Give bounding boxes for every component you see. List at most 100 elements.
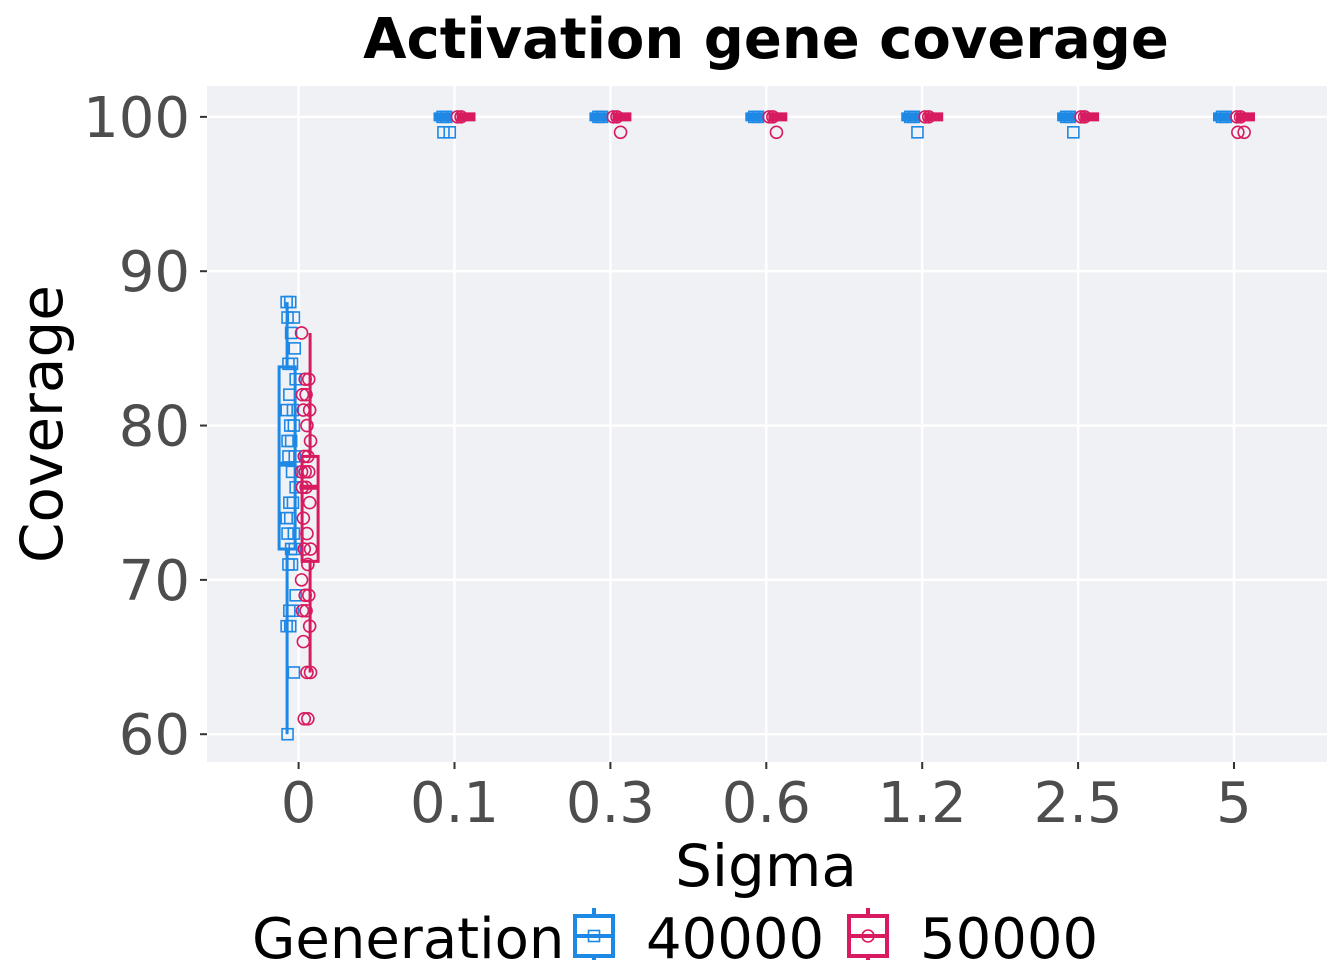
data-point (289, 589, 302, 602)
data-point (301, 588, 316, 603)
grid-lines (207, 86, 1327, 762)
data-point (301, 711, 315, 726)
data-point (286, 403, 300, 417)
data-point (921, 110, 936, 124)
data-point (613, 125, 628, 140)
data-point (454, 110, 468, 124)
boxplot-50000-2.5 (1074, 110, 1100, 124)
data-point (298, 588, 312, 603)
boxplot-50000-5 (1230, 110, 1255, 140)
boxplot-40000-0 (277, 295, 302, 741)
y-tick-label: 90 (119, 240, 190, 305)
x-tick-label: 0 (281, 771, 317, 836)
legend-key-50000 (847, 908, 889, 960)
data-point (303, 665, 318, 680)
data-point (298, 465, 312, 479)
data-point (296, 403, 311, 417)
boxplot-50000-1.2 (918, 110, 944, 124)
legend-title: Generation (252, 907, 564, 960)
data-point (911, 126, 924, 139)
data-point (1237, 125, 1251, 140)
y-tick-label: 80 (119, 395, 190, 460)
data-point (282, 450, 295, 463)
data-point (766, 110, 780, 124)
data-point (287, 666, 301, 679)
boxplot-40000-0.6 (745, 110, 765, 124)
y-tick-label: 100 (83, 86, 190, 151)
data-point (296, 634, 311, 649)
data-point (302, 403, 317, 417)
y-axis: 60 70 80 90 100 (83, 86, 207, 768)
data-point (285, 465, 299, 479)
y-tick-label: 60 (119, 703, 190, 768)
data-point (300, 418, 314, 433)
data-point (1074, 110, 1088, 124)
data-point (285, 357, 299, 371)
data-point (299, 480, 313, 495)
y-tick-label: 70 (119, 549, 190, 614)
data-point (1067, 126, 1080, 139)
data-point (1233, 110, 1248, 124)
data-point (450, 110, 465, 124)
data-point (294, 573, 309, 587)
data-point (281, 727, 294, 741)
data-point (281, 527, 294, 540)
boxplot-50000-0.6 (762, 110, 788, 140)
data-point (284, 434, 298, 448)
chart-title: Activation gene coverage (363, 7, 1169, 72)
data-point (286, 604, 300, 618)
data-point (288, 542, 302, 556)
data-point (303, 542, 318, 556)
data-point (297, 542, 312, 556)
data-point (301, 372, 316, 387)
data-point (283, 511, 297, 525)
boxplots (277, 110, 1255, 741)
data-point (284, 326, 298, 340)
data-point (303, 434, 318, 448)
x-tick-label: 0.3 (566, 771, 655, 836)
data-point (294, 465, 309, 479)
x-tick-label: 5 (1216, 771, 1252, 836)
data-point (289, 372, 302, 386)
legend-label-40000: 40000 (646, 907, 824, 960)
x-tick-label: 1.2 (878, 771, 967, 836)
data-point (299, 387, 313, 402)
boxplot-50000-0 (294, 326, 320, 726)
data-point (288, 342, 302, 355)
data-point (297, 449, 312, 464)
data-point (294, 326, 309, 340)
data-point (283, 619, 297, 633)
data-point (301, 465, 316, 479)
boxplot-40000-5 (1213, 110, 1232, 124)
data-point (296, 511, 311, 525)
data-point (285, 558, 299, 571)
data-point (295, 480, 310, 495)
x-tick-label: 2.5 (1034, 771, 1123, 836)
x-tick-label: 0.1 (410, 771, 499, 836)
data-point (295, 603, 310, 618)
legend-marker (861, 929, 875, 943)
x-tick-label: 0.6 (722, 771, 811, 836)
data-point (281, 311, 294, 324)
data-point (437, 126, 450, 139)
data-point (300, 526, 314, 541)
legend-label-50000: 50000 (920, 907, 1098, 960)
boxplot-50000-0.1 (450, 110, 476, 124)
data-point (280, 403, 293, 417)
data-point (606, 110, 621, 124)
data-point (300, 665, 314, 680)
data-point (301, 449, 315, 464)
data-point (283, 388, 296, 401)
boxplot-50000-0.3 (606, 110, 632, 140)
data-point (283, 295, 297, 309)
data-point (762, 110, 777, 124)
y-axis-title: Coverage (8, 285, 76, 563)
data-point (297, 711, 312, 726)
data-point (295, 387, 310, 402)
data-point (918, 110, 932, 124)
data-point (302, 619, 317, 633)
legend-marker (587, 929, 601, 943)
data-point (287, 311, 301, 324)
data-point (286, 496, 300, 510)
data-point (610, 110, 624, 124)
